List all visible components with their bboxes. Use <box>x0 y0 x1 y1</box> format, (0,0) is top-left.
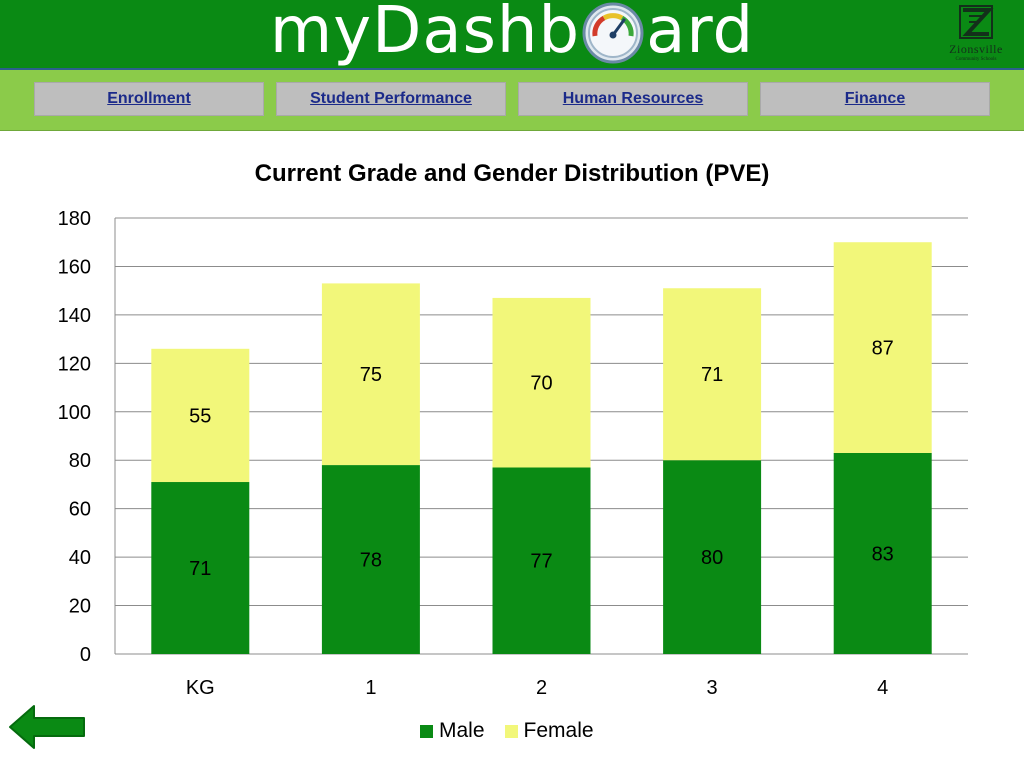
back-arrow-icon[interactable] <box>8 704 86 750</box>
bar-female-1 <box>321 283 420 466</box>
x-tick-label: 4 <box>877 677 888 699</box>
data-label: 55 <box>189 405 211 427</box>
logo-text: Zionsville <box>949 42 1003 56</box>
district-logo: Zionsville Community Schools <box>934 4 1018 64</box>
y-tick-label: 120 <box>58 353 91 375</box>
legend-item-male: Male <box>420 719 485 743</box>
legend-label-female: Female <box>523 719 594 742</box>
legend-item-female: Female <box>504 719 594 743</box>
y-tick-label: 180 <box>58 208 91 230</box>
data-label: 75 <box>360 364 382 386</box>
y-tick-label: 100 <box>58 402 91 424</box>
x-tick-label: 2 <box>536 677 547 699</box>
legend-label-male: Male <box>439 719 485 742</box>
bar-male-kg <box>151 482 250 654</box>
y-tick-label: 20 <box>69 596 91 618</box>
bar-male-4 <box>833 452 932 654</box>
data-label: 78 <box>360 550 382 572</box>
logo-emblem-icon <box>959 5 994 39</box>
y-tick-label: 0 <box>80 644 91 666</box>
y-tick-label: 60 <box>69 499 91 521</box>
nav-student-performance[interactable]: Student Performance <box>276 82 506 116</box>
legend-swatch-female <box>504 724 518 738</box>
bar-female-4 <box>833 242 932 453</box>
y-tick-label: 80 <box>69 450 91 472</box>
legend-swatch-male <box>420 724 433 738</box>
header-bar: myDashb ard Zionsville Community Schools <box>0 0 1024 70</box>
gauge-icon <box>582 2 644 68</box>
nav-bar: Enrollment Student Performance Human Res… <box>0 70 1024 131</box>
logo-subtext: Community Schools <box>955 57 997 62</box>
app-title: myDashb ard <box>0 0 1024 68</box>
bar-male-1 <box>321 465 420 654</box>
app-title-left: myDashb <box>269 0 581 68</box>
bar-female-kg <box>151 348 250 483</box>
y-tick-label: 160 <box>58 256 91 278</box>
bar-female-2 <box>492 297 591 468</box>
nav-finance[interactable]: Finance <box>760 82 990 116</box>
x-tick-label: 3 <box>707 677 718 699</box>
bar-male-2 <box>492 467 591 654</box>
bar-female-3 <box>663 288 762 461</box>
chart-legend: Male Female <box>420 716 594 746</box>
nav-enrollment[interactable]: Enrollment <box>34 82 264 116</box>
data-label: 71 <box>189 558 211 580</box>
data-label: 71 <box>701 364 723 386</box>
x-tick-label: 1 <box>365 677 376 699</box>
nav-human-resources[interactable]: Human Resources <box>518 82 748 116</box>
y-tick-label: 140 <box>58 305 91 327</box>
data-label: 87 <box>872 338 894 360</box>
app-title-right: ard <box>646 0 755 68</box>
data-label: 77 <box>530 551 552 573</box>
bar-male-3 <box>663 460 762 654</box>
x-tick-label: KG <box>186 677 215 699</box>
y-tick-label: 40 <box>69 547 91 569</box>
data-label: 83 <box>872 543 894 565</box>
data-label: 70 <box>530 373 552 395</box>
chart-title: Current Grade and Gender Distribution (P… <box>254 160 770 187</box>
data-label: 80 <box>701 547 723 569</box>
